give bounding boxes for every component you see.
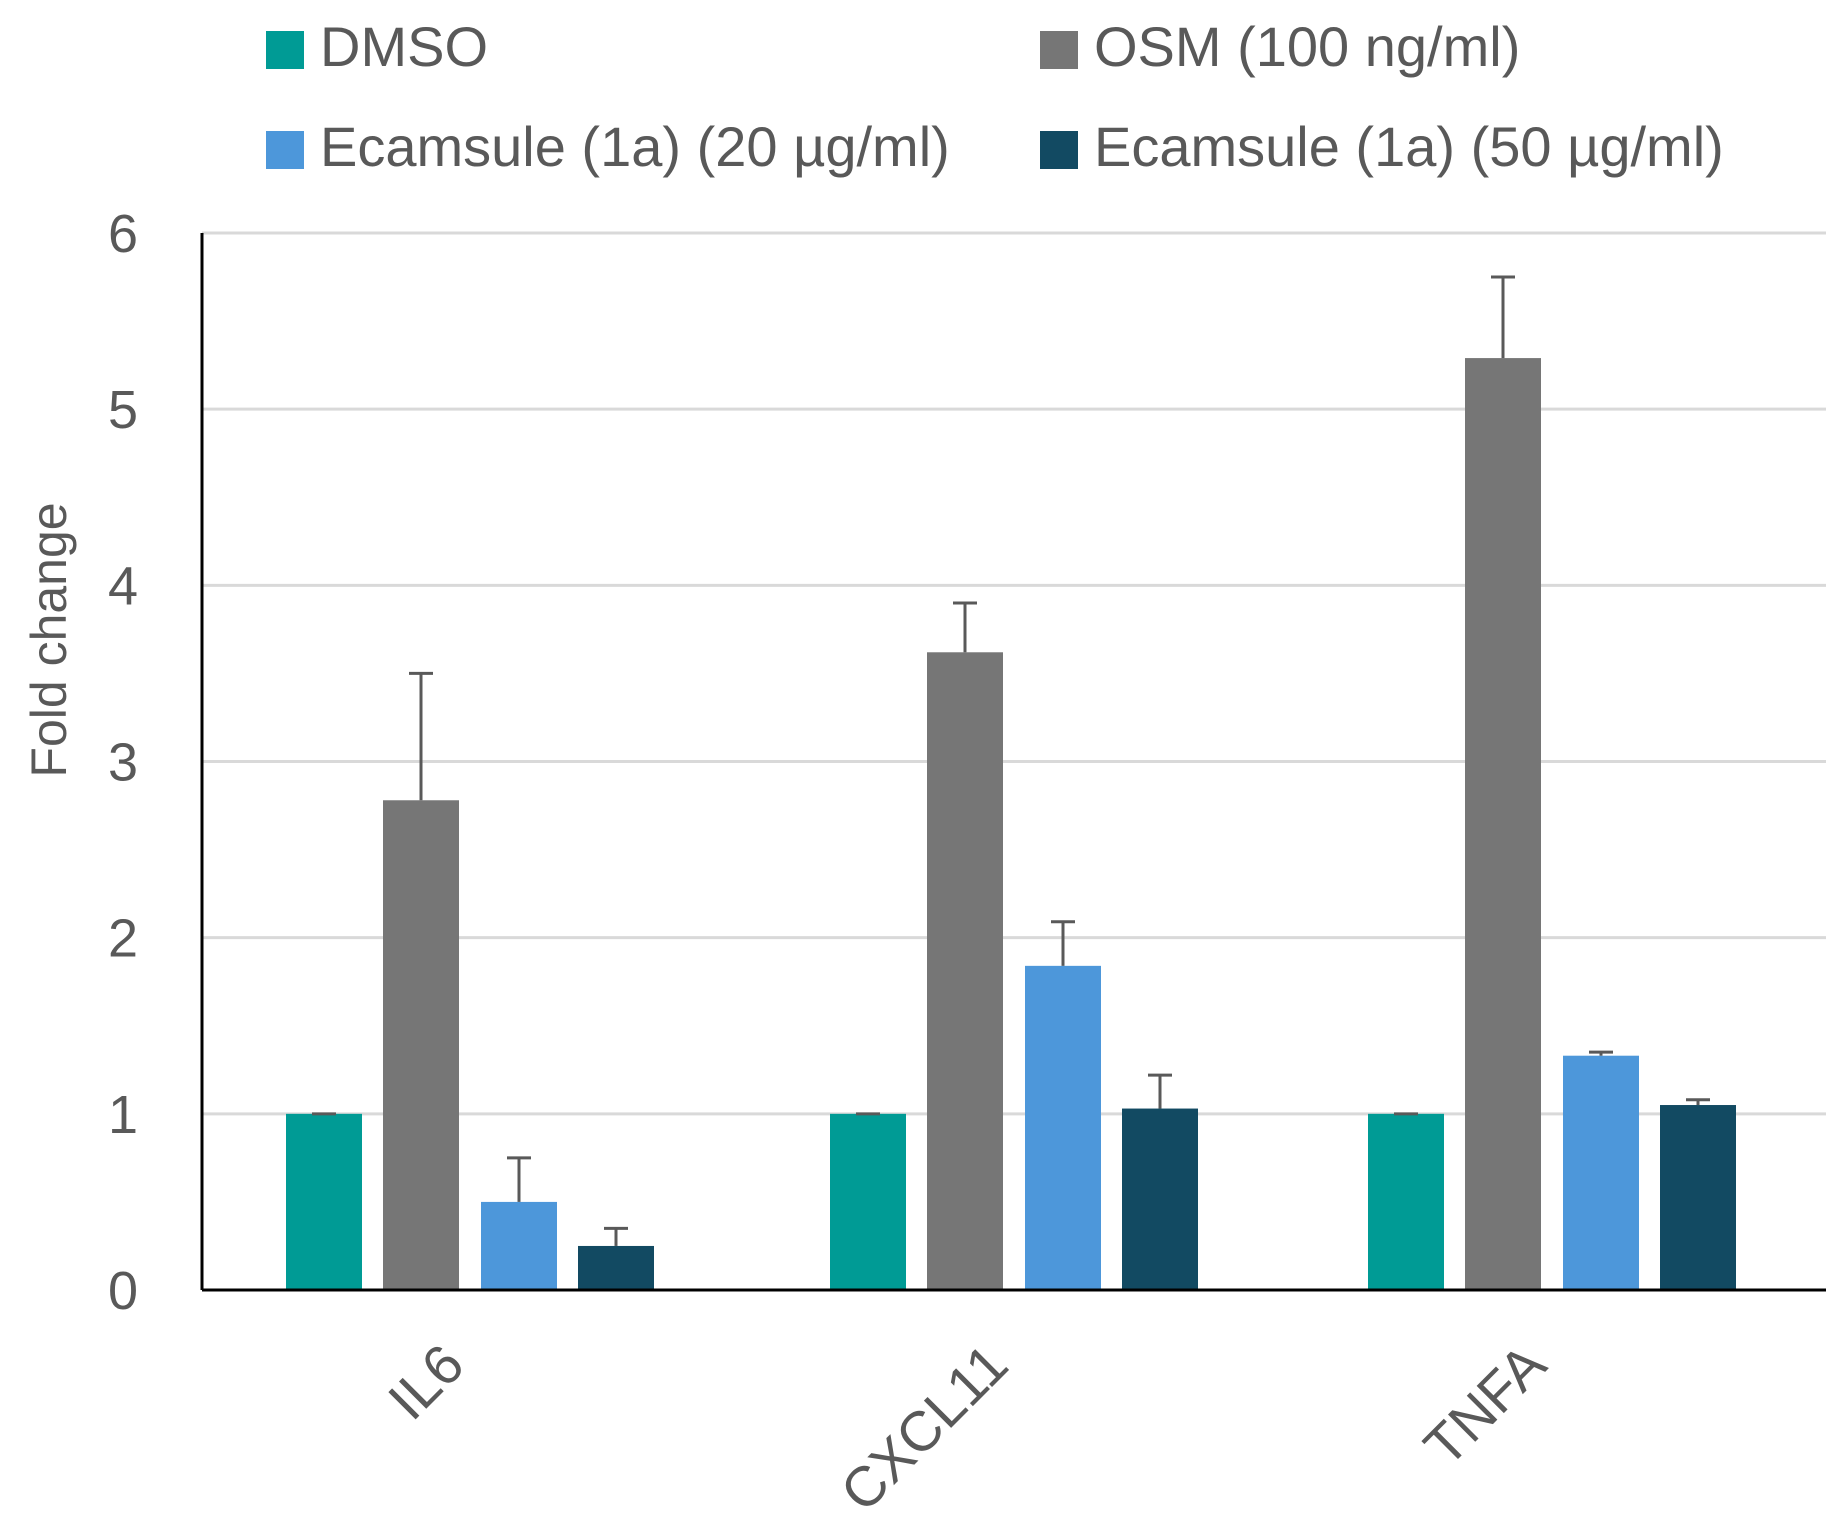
gridlines [202,231,1826,1116]
bar [481,1201,557,1290]
chart-legend: DMSO OSM (100 ng/ml) Ecamsule (1a) (20 µ… [266,15,1724,178]
bars [286,358,1736,1290]
legend-item-ecamsule-20: Ecamsule (1a) (20 µg/ml) [266,115,950,178]
x-axis-category-labels: IL6 CXCL11 TNFA [376,1331,1558,1523]
legend-item-osm: OSM (100 ng/ml) [1040,15,1520,78]
legend-label-ecamsule-50: Ecamsule (1a) (50 µg/ml) [1094,115,1724,178]
y-tick-label: 2 [108,909,138,969]
bar [1122,1108,1198,1290]
bar [1563,1055,1639,1290]
x-category-label: TNFA [1412,1331,1558,1477]
legend-label-dmso: DMSO [320,15,488,78]
legend-swatch-dmso [266,31,304,69]
y-axis-tick-labels: 0 1 2 3 4 5 6 [108,204,138,1321]
legend-swatch-osm [1040,31,1078,69]
bar [1465,358,1541,1290]
bar [286,1113,362,1290]
y-tick-label: 6 [108,204,138,264]
legend-label-ecamsule-20: Ecamsule (1a) (20 µg/ml) [320,115,950,178]
x-category-label: IL6 [376,1332,476,1432]
bar [383,800,459,1290]
bar [578,1245,654,1290]
y-tick-label: 3 [108,733,138,793]
y-tick-label: 0 [108,1261,138,1321]
bar [1660,1105,1736,1290]
bar [830,1113,906,1290]
y-tick-label: 4 [108,556,138,616]
x-category-label: CXCL11 [828,1332,1019,1523]
legend-item-dmso: DMSO [266,15,488,78]
error-bars [312,275,1710,1246]
y-tick-label: 1 [108,1085,138,1145]
legend-swatch-ecamsule-50 [1040,131,1078,169]
bar [1025,965,1101,1290]
y-axis-title: Fold change [21,502,77,777]
bar [1368,1113,1444,1290]
y-tick-label: 5 [108,380,138,440]
legend-swatch-ecamsule-20 [266,131,304,169]
legend-label-osm: OSM (100 ng/ml) [1094,15,1520,78]
legend-item-ecamsule-50: Ecamsule (1a) (50 µg/ml) [1040,115,1724,178]
bar [927,652,1003,1290]
